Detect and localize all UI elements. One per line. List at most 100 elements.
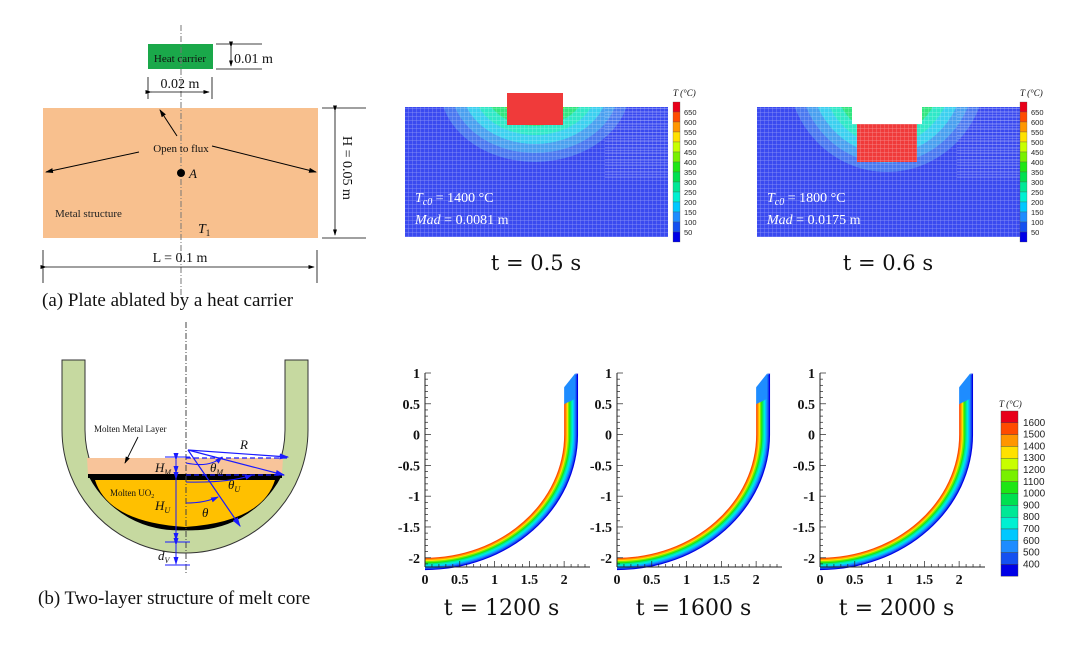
- theta-m-label: θM: [210, 460, 224, 477]
- time-label: t = 0.5 s: [491, 251, 581, 275]
- colorbar-tick-label: 1500: [1023, 430, 1046, 441]
- mad-value: = 0.0081 m: [441, 213, 509, 228]
- radius-line-theta: [187, 449, 241, 527]
- point-a-label: A: [188, 166, 197, 181]
- tc0-annotation: Tc0 = 1400 °C: [415, 191, 494, 208]
- colorbar-tick-label: 800: [1023, 512, 1040, 523]
- x-tick-label: 1: [683, 573, 690, 588]
- colorbar-swatch: [1000, 552, 1019, 565]
- colorbar-tick-label: 150: [1031, 208, 1044, 217]
- carrier-width-dim: 0.02 m: [161, 77, 200, 92]
- heat-carrier-region: [507, 93, 563, 125]
- colorbar-swatch: [1019, 191, 1028, 203]
- colorbar-swatch: [672, 171, 681, 183]
- colorbar-tick-label: 500: [1023, 548, 1040, 559]
- molten-metal-layer: [87, 458, 283, 474]
- flux-arrow-right: [211, 145, 317, 173]
- colorbar-tick-label: 650: [1031, 108, 1044, 117]
- x-tick-label: 1.5: [713, 573, 731, 588]
- colorbar-legend: T (°C) 6506005505004504003503002502001501…: [1019, 88, 1044, 243]
- temperature-band: [865, 107, 909, 118]
- colorbar-swatch: [672, 221, 681, 233]
- colorbar-swatch: [672, 181, 681, 193]
- colorbar-swatch: [672, 131, 681, 143]
- time-label: t = 1600 s: [636, 596, 752, 621]
- colorbar-tick-label: 400: [1031, 158, 1044, 167]
- interior-region: [617, 369, 757, 558]
- colorbar-swatch: [1019, 231, 1028, 243]
- x-tick-label: 2: [956, 573, 963, 588]
- contour-plot-bottom-1: 10.50-0.5-1-1.5-20 0.5 1 1.5 2t = 1200 s: [398, 365, 590, 621]
- x-tick-label: 2: [561, 573, 568, 588]
- y-tick-label: -1: [600, 490, 612, 505]
- colorbar-swatch: [1019, 131, 1028, 143]
- colorbar-tick-label: 450: [684, 148, 697, 157]
- x-tick-label: 1.5: [916, 573, 934, 588]
- radius-line-thetam: [187, 449, 286, 476]
- x-tick-label: 0: [817, 573, 824, 588]
- mad-annotation: Mad = 0.0081 m: [414, 213, 509, 228]
- panel-a-plate-diagram: Heat carrier 0.01 m 0.02 m Open to flux …: [40, 25, 366, 311]
- time-label: t = 1200 s: [444, 596, 560, 621]
- y-tick-label: 1: [605, 367, 612, 382]
- colorbar-swatch: [1000, 528, 1019, 542]
- tc0-value: = 1800 °C: [784, 191, 845, 206]
- colorbar-tick-label: 50: [684, 228, 692, 237]
- colorbar-swatch: [672, 111, 681, 123]
- colorbar-tick-label: 550: [684, 128, 697, 137]
- colorbar-swatch: [672, 101, 681, 113]
- colorbar-tick-label: 400: [684, 158, 697, 167]
- colorbar-swatch: [1019, 201, 1028, 213]
- colorbar-swatch: [1000, 434, 1019, 447]
- colorbar-tick-label: 900: [1023, 500, 1040, 511]
- contour-plot-bottom-2: 10.50-0.5-1-1.5-20 0.5 1 1.5 2t = 1600 s: [590, 365, 782, 621]
- t1-label: T1: [198, 222, 210, 238]
- contour-field: [757, 107, 1020, 237]
- panel-b-caption: (b) Two-layer structure of melt core: [38, 588, 310, 609]
- x-tick-label: 0.5: [451, 573, 469, 588]
- colorbar-tick-label: 300: [684, 178, 697, 187]
- colorbar-tick-label: 100: [1031, 218, 1044, 227]
- colorbar-tick-label: 400: [1023, 559, 1040, 570]
- colorbar-tick-label: 450: [1031, 148, 1044, 157]
- colorbar-tick-label: 50: [1031, 228, 1039, 237]
- y-tick-label: 0.5: [595, 398, 613, 413]
- colorbar-swatch: [1019, 171, 1028, 183]
- colorbar-swatch: [1019, 151, 1028, 163]
- colorbar-tick-label: 1200: [1023, 465, 1046, 476]
- hu-label: HU: [154, 498, 171, 515]
- colorbar-swatch: [1019, 211, 1028, 223]
- mesh-refined-region: [957, 107, 1020, 179]
- y-tick-label: -0.5: [590, 459, 612, 474]
- flux-arrow-left: [45, 151, 140, 173]
- heat-carrier-label: Heat carrier: [154, 53, 207, 65]
- theta-arc: [185, 496, 219, 504]
- x-tick-label: 1.5: [521, 573, 539, 588]
- colorbar-tick-label: 150: [684, 208, 697, 217]
- x-tick-label: 2: [753, 573, 760, 588]
- colorbar-swatch: [672, 201, 681, 213]
- y-tick-label: 1: [808, 367, 815, 382]
- colorbar-swatch: [672, 191, 681, 203]
- metal-uo2-interface: [88, 474, 282, 478]
- colorbar-tick-label: 350: [684, 168, 697, 177]
- colorbar-tick-label: 200: [684, 198, 697, 207]
- time-label: t = 0.6 s: [843, 251, 933, 275]
- colorbar-swatch: [1000, 469, 1019, 483]
- mad-symbol: Mad: [414, 213, 442, 228]
- colorbar-tick-label: 200: [1031, 198, 1044, 207]
- colorbar-tick-label: 1000: [1023, 489, 1046, 500]
- y-tick-label: 0.5: [798, 398, 816, 413]
- colorbar-tick-label: 100: [684, 218, 697, 227]
- radius-label: R: [239, 437, 248, 452]
- y-tick-label: -1.5: [793, 521, 815, 536]
- x-tick-label: 0: [614, 573, 621, 588]
- mesh-refined-region: [605, 107, 668, 179]
- colorbar-tick-label: 250: [684, 188, 697, 197]
- upper-void: [818, 365, 959, 403]
- flux-arrow-top: [159, 109, 178, 137]
- x-tick-label: 0.5: [643, 573, 661, 588]
- colorbar-swatch: [1019, 181, 1028, 193]
- colorbar-tick-label: 250: [1031, 188, 1044, 197]
